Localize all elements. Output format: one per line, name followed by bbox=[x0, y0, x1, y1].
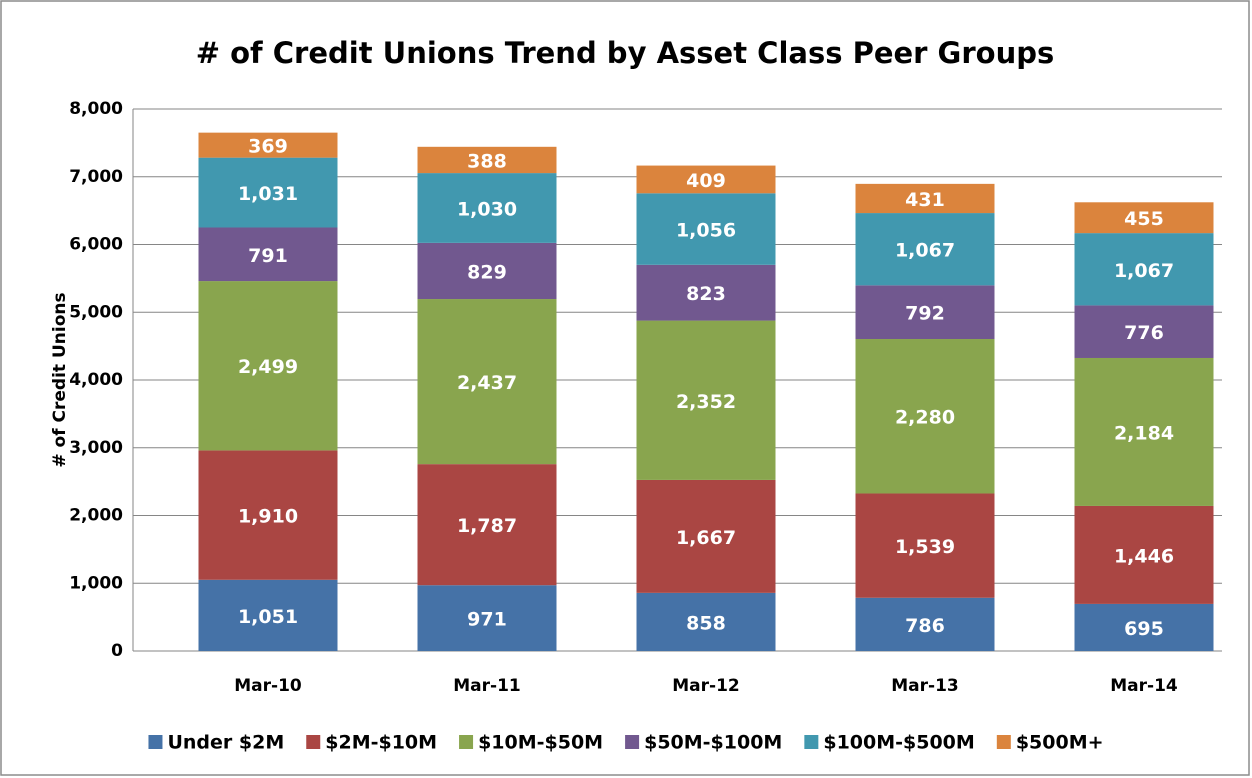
bar-segment bbox=[855, 597, 995, 651]
legend-swatch bbox=[148, 735, 163, 749]
data-label: 1,056 bbox=[676, 220, 736, 242]
bar-segment bbox=[417, 173, 557, 243]
y-tick-label: 6,000 bbox=[69, 235, 123, 255]
x-tick-label: Mar-13 bbox=[891, 676, 959, 696]
x-tick-label: Mar-10 bbox=[234, 676, 302, 696]
data-label: 2,437 bbox=[457, 372, 517, 394]
data-label: 1,787 bbox=[457, 515, 517, 537]
data-label: 1,539 bbox=[895, 536, 955, 558]
y-tick-label: 7,000 bbox=[69, 167, 123, 187]
legend-swatch bbox=[996, 735, 1011, 749]
y-tick-label: 4,000 bbox=[69, 370, 123, 390]
bar-segment bbox=[417, 585, 557, 651]
chart-title: # of Credit Unions Trend by Asset Class … bbox=[196, 36, 1055, 70]
data-label: 858 bbox=[686, 612, 726, 634]
bar-segment bbox=[1074, 603, 1214, 651]
legend-swatch bbox=[459, 735, 474, 749]
data-label: 1,067 bbox=[1114, 260, 1174, 282]
legend-swatch bbox=[804, 735, 819, 749]
bar-segment bbox=[198, 157, 338, 228]
bar-segment bbox=[1074, 357, 1214, 506]
data-label: 1,030 bbox=[457, 198, 517, 220]
bar-segment bbox=[417, 242, 557, 300]
bar-segment bbox=[198, 132, 338, 158]
bar-segment bbox=[198, 450, 338, 580]
data-label: 786 bbox=[905, 615, 945, 637]
bar-segment bbox=[198, 579, 338, 651]
legend-label: $10M-$50M bbox=[478, 732, 603, 754]
y-tick-label: 5,000 bbox=[69, 302, 123, 322]
legend-label: Under $2M bbox=[167, 732, 284, 754]
data-label: 791 bbox=[248, 245, 288, 267]
data-label: 2,184 bbox=[1114, 422, 1174, 444]
bar-segment bbox=[855, 213, 995, 286]
y-tick-label: 3,000 bbox=[69, 438, 123, 458]
data-label: 792 bbox=[905, 303, 945, 325]
data-label: 455 bbox=[1124, 208, 1164, 230]
bar-segment bbox=[198, 227, 338, 282]
data-label: 2,499 bbox=[238, 356, 298, 378]
bar-segment bbox=[855, 183, 995, 214]
data-label: 431 bbox=[905, 189, 945, 211]
data-label: 1,910 bbox=[238, 506, 298, 528]
x-tick-label: Mar-14 bbox=[1110, 676, 1178, 696]
y-axis-label: # of Credit Unions bbox=[50, 292, 70, 467]
bar-segment bbox=[1074, 233, 1214, 306]
legend-label: $2M-$10M bbox=[325, 732, 437, 754]
data-label: 1,051 bbox=[238, 606, 298, 628]
bar-segment bbox=[417, 146, 557, 174]
bar-segment bbox=[636, 165, 776, 194]
bar-segment bbox=[855, 339, 995, 494]
y-tick-label: 1,000 bbox=[69, 573, 123, 593]
bar-segment bbox=[636, 479, 776, 593]
data-label: 1,067 bbox=[895, 240, 955, 262]
data-label: 829 bbox=[467, 261, 507, 283]
data-label: 695 bbox=[1124, 618, 1164, 640]
bar-segment bbox=[855, 493, 995, 598]
bar-segment bbox=[636, 193, 776, 265]
bar-segment bbox=[636, 592, 776, 651]
legend-label: $500M+ bbox=[1016, 732, 1104, 754]
data-label: 388 bbox=[467, 150, 507, 172]
data-label: 2,352 bbox=[676, 391, 736, 413]
data-label: 369 bbox=[248, 136, 288, 158]
y-tick-label: 0 bbox=[111, 641, 123, 661]
bar-segment bbox=[636, 264, 776, 321]
data-label: 409 bbox=[686, 170, 726, 192]
bar-segment bbox=[198, 281, 338, 451]
data-label: 776 bbox=[1124, 322, 1164, 344]
bar-segment bbox=[1074, 305, 1214, 358]
bar-segment bbox=[417, 464, 557, 586]
bar-segment bbox=[1074, 202, 1214, 234]
legend-swatch bbox=[625, 735, 640, 749]
bar-segment bbox=[1074, 505, 1214, 604]
x-tick-label: Mar-11 bbox=[453, 676, 521, 696]
bar-segment bbox=[417, 299, 557, 465]
legend-swatch bbox=[306, 735, 321, 749]
data-label: 1,031 bbox=[238, 183, 298, 205]
y-tick-label: 2,000 bbox=[69, 506, 123, 526]
legend-label: $100M-$500M bbox=[823, 732, 974, 754]
data-label: 1,446 bbox=[1114, 545, 1174, 567]
bar-segment bbox=[636, 320, 776, 480]
y-tick-label: 8,000 bbox=[69, 99, 123, 119]
data-label: 1,667 bbox=[676, 527, 736, 549]
data-label: 823 bbox=[686, 283, 726, 305]
x-tick-label: Mar-12 bbox=[672, 676, 740, 696]
data-label: 971 bbox=[467, 609, 507, 631]
legend-label: $50M-$100M bbox=[644, 732, 782, 754]
bar-segment bbox=[855, 285, 995, 340]
data-label: 2,280 bbox=[895, 407, 955, 429]
